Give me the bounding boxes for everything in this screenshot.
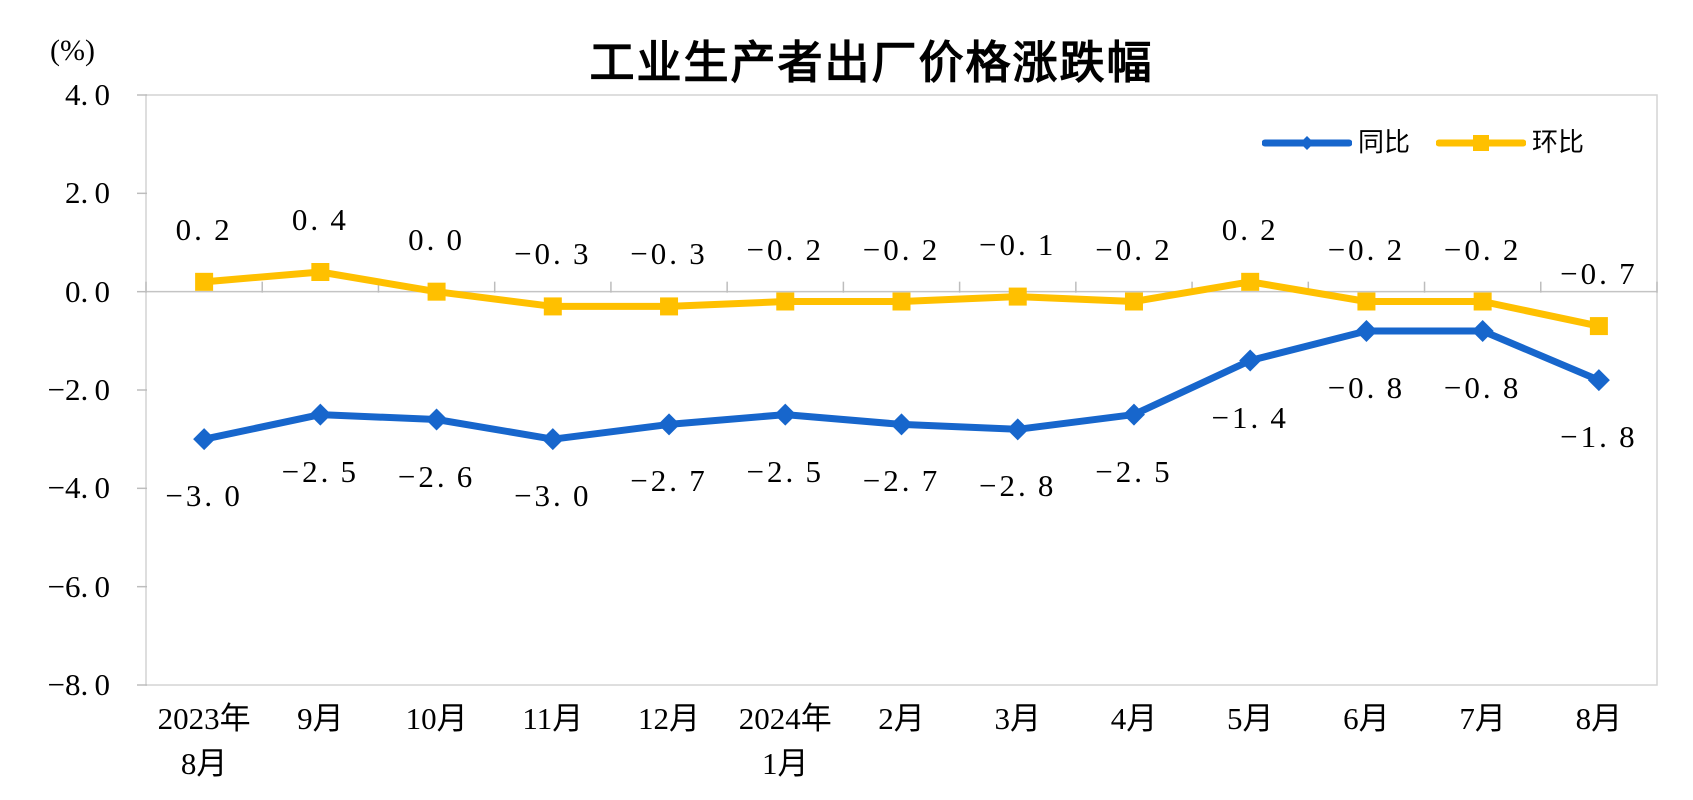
yoy-data-label: −0. 8	[1327, 370, 1406, 405]
yoy-marker	[193, 428, 216, 451]
mom-marker	[1589, 317, 1608, 336]
y-axis-label: −4. 0	[47, 470, 110, 506]
mom-marker	[195, 272, 214, 291]
mom-data-label: −0. 2	[1095, 231, 1173, 267]
mom-marker	[776, 292, 795, 311]
yoy-marker	[1006, 418, 1029, 441]
mom-data-label: −0. 3	[514, 236, 592, 272]
y-axis-label: 0. 0	[65, 273, 110, 309]
plot-border	[145, 94, 1658, 686]
mom-data-label: 0. 0	[408, 221, 466, 257]
mom-marker	[427, 282, 446, 301]
yoy-marker	[425, 408, 448, 431]
y-axis-label: 4. 0	[65, 77, 110, 112]
yoy-marker	[1122, 403, 1145, 426]
yoy-marker	[658, 413, 681, 436]
x-axis-label: 7月	[1459, 701, 1506, 736]
x-axis-label: 11月	[522, 701, 584, 736]
mom-data-label: −0. 2	[1443, 231, 1522, 267]
yoy-marker	[309, 403, 332, 426]
x-axis-label: 2024年 1月	[738, 701, 832, 781]
yoy-marker	[1587, 369, 1610, 392]
legend-label-yoy: 同比	[1358, 128, 1411, 158]
yoy-marker	[890, 413, 913, 436]
mom-marker	[660, 297, 679, 316]
yoy-data-label: −2. 8	[978, 468, 1057, 504]
mom-data-label: 0. 4	[291, 202, 349, 237]
chart-title: 工业生产者出厂价格涨跌幅	[589, 36, 1154, 89]
x-axis-label: 8月	[1575, 701, 1623, 736]
mom-data-label: −0. 3	[630, 236, 708, 272]
x-axis-label: 6月	[1343, 701, 1390, 736]
legend-item-mom: 环比	[1436, 128, 1584, 158]
yoy-marker	[774, 403, 797, 426]
mom-marker	[1008, 287, 1027, 306]
yoy-marker	[1471, 320, 1494, 342]
yoy-line-swatch	[1262, 136, 1352, 150]
x-axis-label: 4月	[1110, 701, 1158, 736]
legend-item-yoy: 同比	[1262, 128, 1410, 158]
yoy-data-label: −2. 7	[862, 463, 941, 499]
mom-marker	[1473, 292, 1492, 311]
mom-marker	[543, 297, 562, 316]
yoy-data-label: −3. 0	[514, 478, 592, 514]
yoy-marker	[541, 428, 564, 451]
legend: 同比 环比	[1262, 128, 1584, 158]
yoy-data-label: −2. 5	[281, 453, 360, 489]
mom-marker	[311, 263, 330, 281]
y-axis-label: −8. 0	[47, 667, 110, 702]
mom-marker	[892, 292, 911, 311]
mom-data-label: 0. 2	[1221, 211, 1279, 247]
x-axis-label: 3月	[994, 701, 1041, 736]
x-axis-label: 12月	[638, 701, 701, 736]
y-axis-label: −2. 0	[47, 372, 110, 407]
x-axis-label: 9月	[297, 701, 344, 736]
yoy-data-label: −0. 8	[1443, 370, 1522, 405]
mom-data-label: −0. 2	[862, 231, 941, 267]
mom-data-label: −0. 2	[746, 231, 824, 267]
yoy-data-label: −1. 8	[1560, 419, 1638, 455]
mom-marker	[1124, 292, 1143, 311]
y-axis-unit-label: (%)	[50, 34, 95, 67]
x-axis-label: 5月	[1226, 701, 1274, 736]
mom-line-swatch	[1436, 135, 1527, 151]
legend-label-mom: 环比	[1532, 128, 1585, 158]
yoy-data-label: −1. 4	[1211, 399, 1289, 435]
mom-data-label: −0. 7	[1560, 256, 1638, 292]
mom-data-label: −0. 1	[978, 226, 1057, 262]
y-axis-label: 2. 0	[65, 175, 110, 211]
mom-marker	[1241, 272, 1260, 291]
x-axis-label: 2月	[878, 701, 925, 736]
yoy-data-label: −3. 0	[165, 478, 243, 514]
yoy-data-label: −2. 6	[397, 458, 476, 494]
yoy-data-label: −2. 5	[746, 453, 824, 489]
x-axis-label: 10月	[405, 701, 468, 736]
x-axis-label: 2023年 8月	[157, 701, 251, 781]
yoy-data-label: −2. 5	[1095, 453, 1173, 489]
mom-data-label: −0. 2	[1327, 231, 1406, 267]
mom-data-label: 0. 2	[175, 211, 233, 247]
y-axis-label: −6. 0	[47, 568, 110, 604]
yoy-marker	[1239, 349, 1262, 372]
yoy-marker	[1355, 320, 1378, 342]
mom-marker	[1357, 292, 1376, 311]
yoy-data-label: −2. 7	[630, 463, 708, 499]
